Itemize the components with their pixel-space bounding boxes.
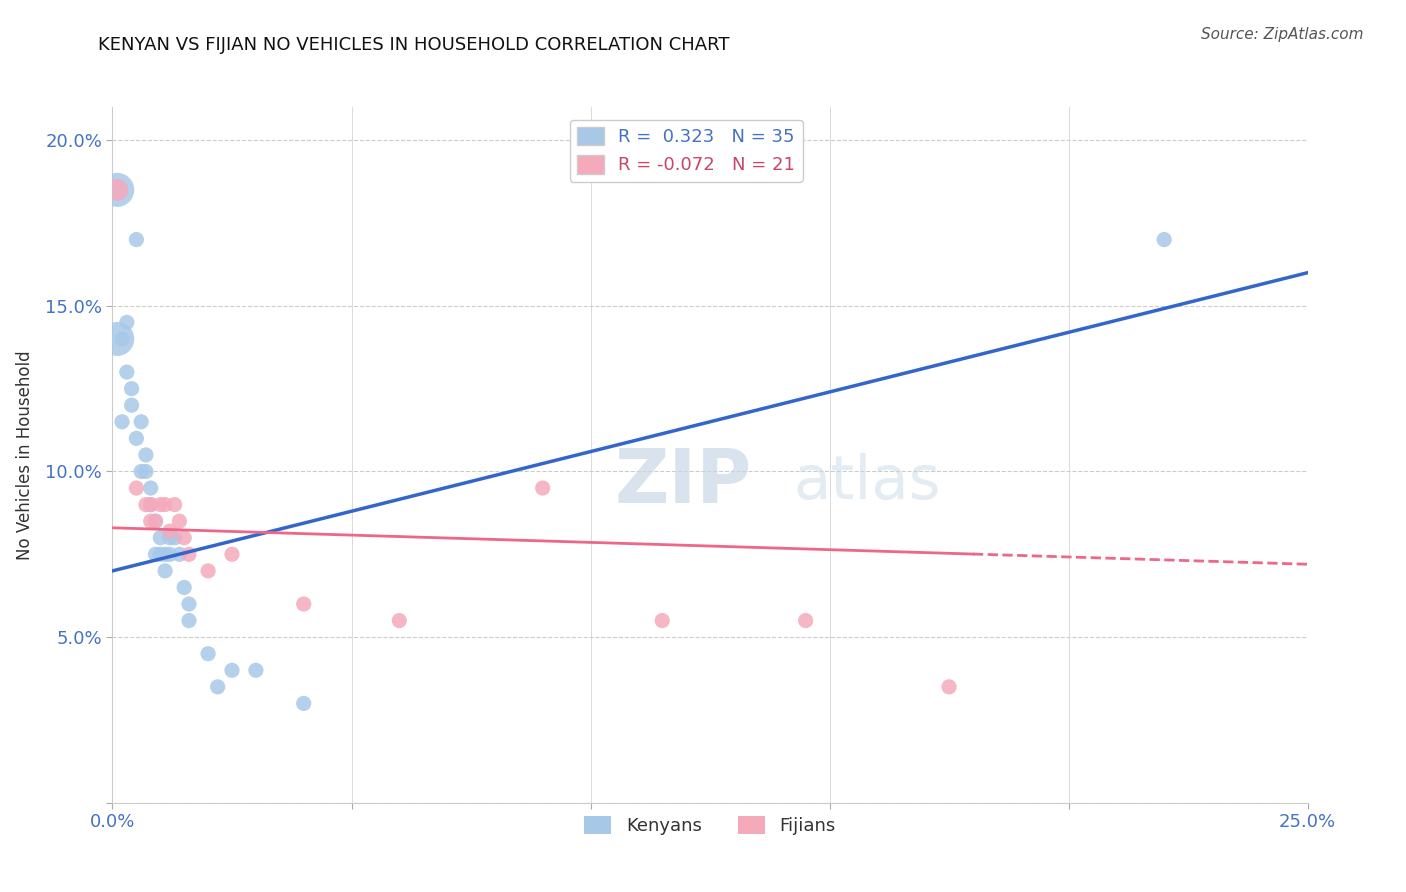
Point — [177, 547, 200, 561]
Point — [111, 415, 134, 429]
Point — [149, 547, 172, 561]
Point — [111, 332, 134, 346]
Point — [221, 663, 243, 677]
Point — [105, 183, 128, 197]
Point — [105, 183, 128, 197]
Text: atlas: atlas — [793, 453, 941, 512]
Point — [145, 514, 167, 528]
Point — [121, 382, 143, 396]
Point — [139, 514, 162, 528]
Point — [139, 498, 162, 512]
Point — [105, 332, 128, 346]
Point — [135, 465, 157, 479]
Point — [1153, 233, 1175, 247]
Point — [153, 564, 176, 578]
Point — [163, 531, 186, 545]
Point — [125, 431, 148, 445]
Point — [163, 498, 186, 512]
Point — [145, 547, 167, 561]
Point — [125, 481, 148, 495]
Point — [794, 614, 817, 628]
Point — [135, 448, 157, 462]
Point — [125, 233, 148, 247]
Point — [159, 524, 181, 538]
Point — [153, 547, 176, 561]
Text: ZIP: ZIP — [614, 446, 752, 519]
Point — [139, 498, 162, 512]
Point — [531, 481, 554, 495]
Point — [177, 597, 200, 611]
Point — [177, 614, 200, 628]
Text: Source: ZipAtlas.com: Source: ZipAtlas.com — [1201, 27, 1364, 42]
Point — [115, 315, 138, 329]
Text: KENYAN VS FIJIAN NO VEHICLES IN HOUSEHOLD CORRELATION CHART: KENYAN VS FIJIAN NO VEHICLES IN HOUSEHOL… — [98, 36, 730, 54]
Point — [129, 415, 152, 429]
Point — [139, 481, 162, 495]
Point — [245, 663, 267, 677]
Point — [159, 547, 181, 561]
Point — [115, 365, 138, 379]
Point — [149, 498, 172, 512]
Legend: R =  0.323   N = 35, R = -0.072   N = 21: R = 0.323 N = 35, R = -0.072 N = 21 — [569, 120, 803, 182]
Point — [292, 697, 315, 711]
Point — [145, 514, 167, 528]
Point — [197, 647, 219, 661]
Y-axis label: No Vehicles in Household: No Vehicles in Household — [15, 350, 34, 560]
Point — [159, 531, 181, 545]
Point — [197, 564, 219, 578]
Point — [938, 680, 960, 694]
Point — [388, 614, 411, 628]
Point — [221, 547, 243, 561]
Point — [169, 547, 191, 561]
Point — [292, 597, 315, 611]
Point — [169, 514, 191, 528]
Point — [651, 614, 673, 628]
Point — [173, 531, 195, 545]
Point — [153, 498, 176, 512]
Point — [135, 498, 157, 512]
Point — [173, 581, 195, 595]
Point — [207, 680, 229, 694]
Point — [121, 398, 143, 412]
Point — [149, 531, 172, 545]
Point — [129, 465, 152, 479]
